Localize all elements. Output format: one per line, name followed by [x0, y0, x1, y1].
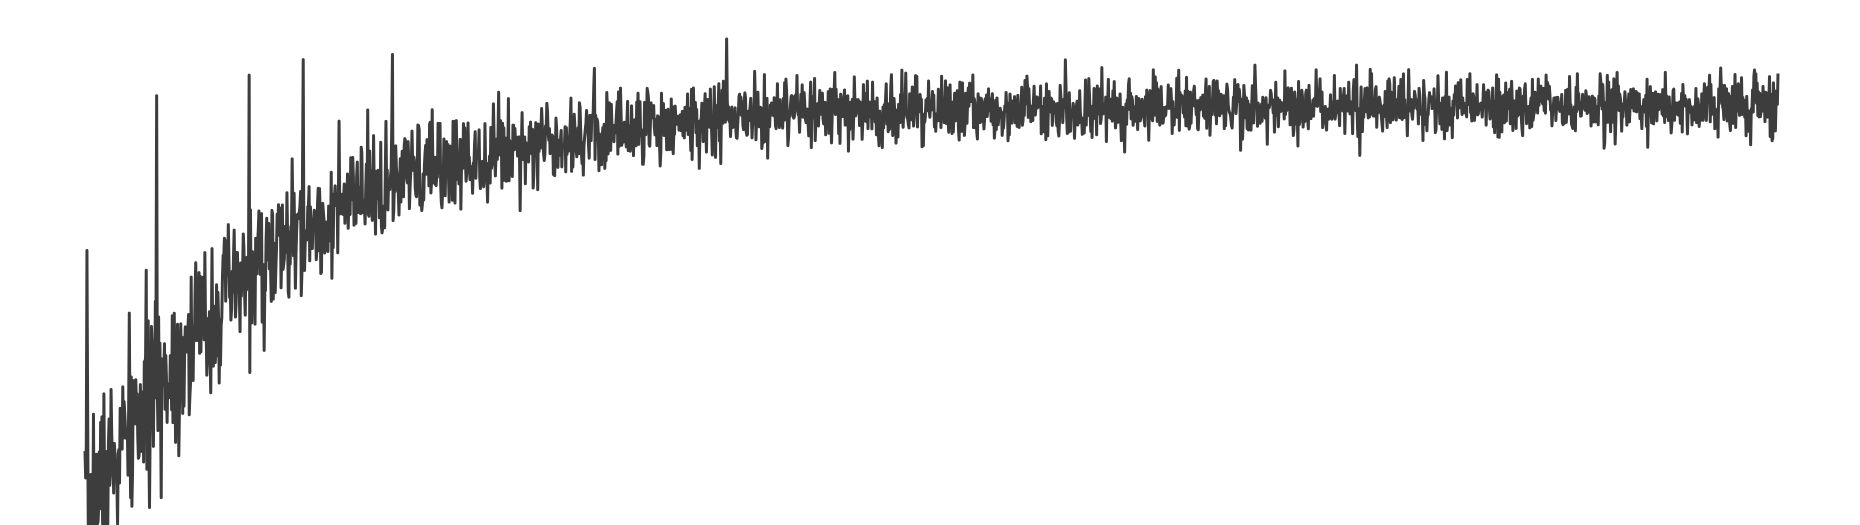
series-line: [83, 37, 1780, 525]
series-group: [83, 37, 1780, 525]
